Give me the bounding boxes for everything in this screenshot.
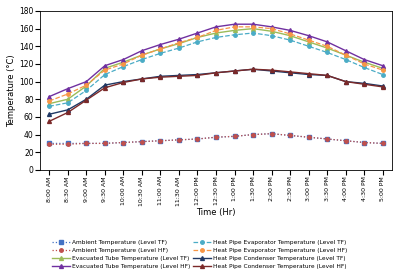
Y-axis label: Temperature (°C): Temperature (°C)	[8, 54, 16, 127]
Legend: Ambient Temperature (Level TF), Ambient Temperature (Level HF), Evacuated Tube T: Ambient Temperature (Level TF), Ambient …	[50, 238, 350, 271]
X-axis label: Time (Hr): Time (Hr)	[196, 208, 236, 217]
